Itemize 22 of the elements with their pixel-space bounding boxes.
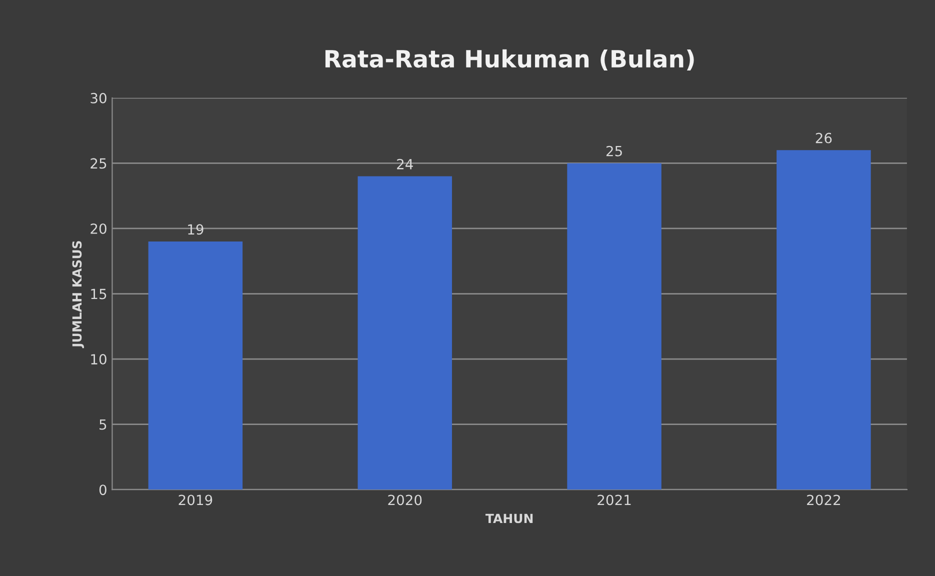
y-tick-label: 5: [100, 419, 106, 430]
bar: [776, 150, 871, 490]
y-tick-label: 30: [90, 92, 106, 104]
data-label: 25: [606, 146, 622, 156]
x-tick-label: 2019: [178, 494, 212, 506]
y-tick-label: 15: [91, 288, 106, 300]
bar: [567, 163, 662, 490]
x-axis-title: TAHUN: [485, 514, 533, 524]
x-tick-label: 2022: [807, 494, 840, 506]
x-tick-label: 2020: [388, 494, 422, 506]
y-tick-label: 25: [90, 158, 106, 169]
y-axis-title: JUMLAH KASUS: [72, 241, 84, 348]
y-tick-label: 10: [91, 354, 106, 365]
chart-title: Rata-Rata Hukuman (Bulan): [325, 49, 694, 70]
data-label: 24: [397, 158, 413, 170]
data-label: 19: [188, 224, 204, 235]
bar: [148, 242, 243, 490]
x-tick-label: 2021: [598, 494, 631, 506]
y-tick-label: 0: [99, 484, 106, 496]
data-label: 26: [816, 132, 832, 144]
y-tick-label: 20: [90, 223, 106, 234]
bar: [358, 176, 452, 490]
